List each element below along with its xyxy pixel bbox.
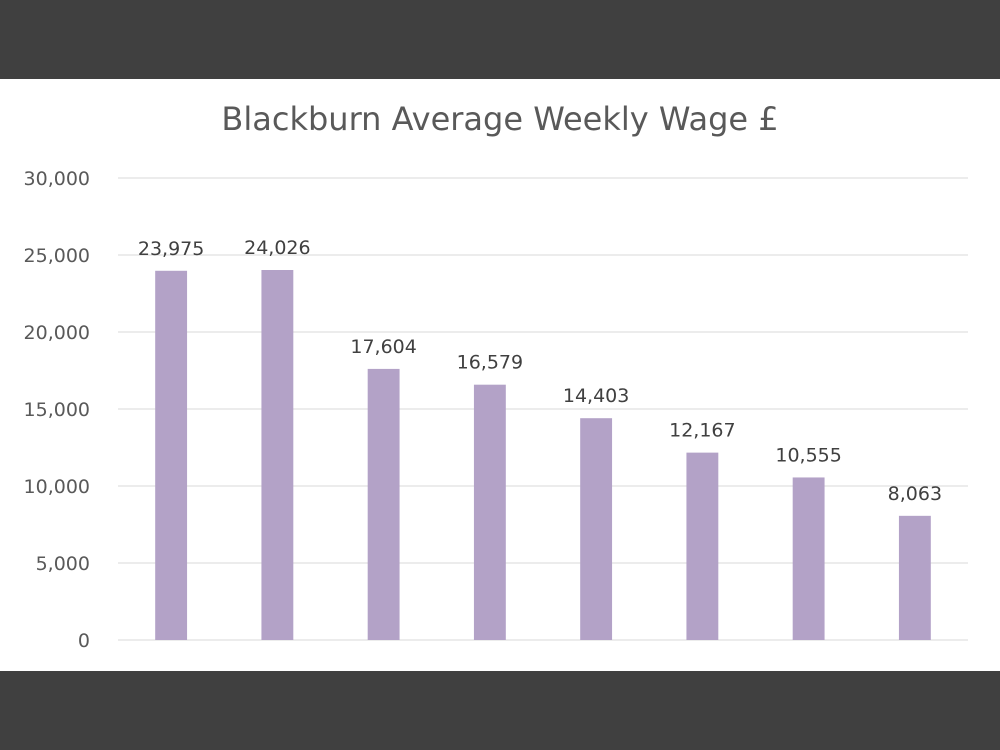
data-labels: 23,975 24,026 17,604 16,579 14,403 12,167 10,5… [138,237,942,505]
bar-data-label: 16,579 [457,352,523,374]
bar-data-label: 10,555 [775,444,841,466]
bar-data-label: 23,975 [138,238,204,260]
bar [155,270,188,640]
bar-data-label: 12,167 [669,420,735,442]
y-tick-label: 15,000 [24,399,90,421]
bar [473,384,506,640]
y-tick-label: 10,000 [24,476,90,498]
bar [898,515,931,640]
bar-data-label: 14,403 [563,385,629,407]
y-tick-label: 5,000 [36,553,90,575]
y-tick-label: 25,000 [24,245,90,267]
y-tick-label: 0 [78,630,90,652]
bar [261,269,294,640]
bar [686,452,719,640]
y-tick-label: 30,000 [24,168,90,190]
bar-data-label: 8,063 [888,483,942,505]
y-tick-label: 20,000 [24,322,90,344]
chart-title: Blackburn Average Weekly Wage £ [221,100,779,138]
y-axis-tick-labels: 0 5,000 10,000 15,000 20,000 25,000 30,000 [24,168,90,652]
bar-data-label: 24,026 [244,237,310,259]
bar [580,418,613,640]
gridlines [118,177,968,641]
bars [155,269,931,640]
bar-data-label: 17,604 [350,336,416,358]
bar [792,477,825,640]
bar [367,368,400,640]
